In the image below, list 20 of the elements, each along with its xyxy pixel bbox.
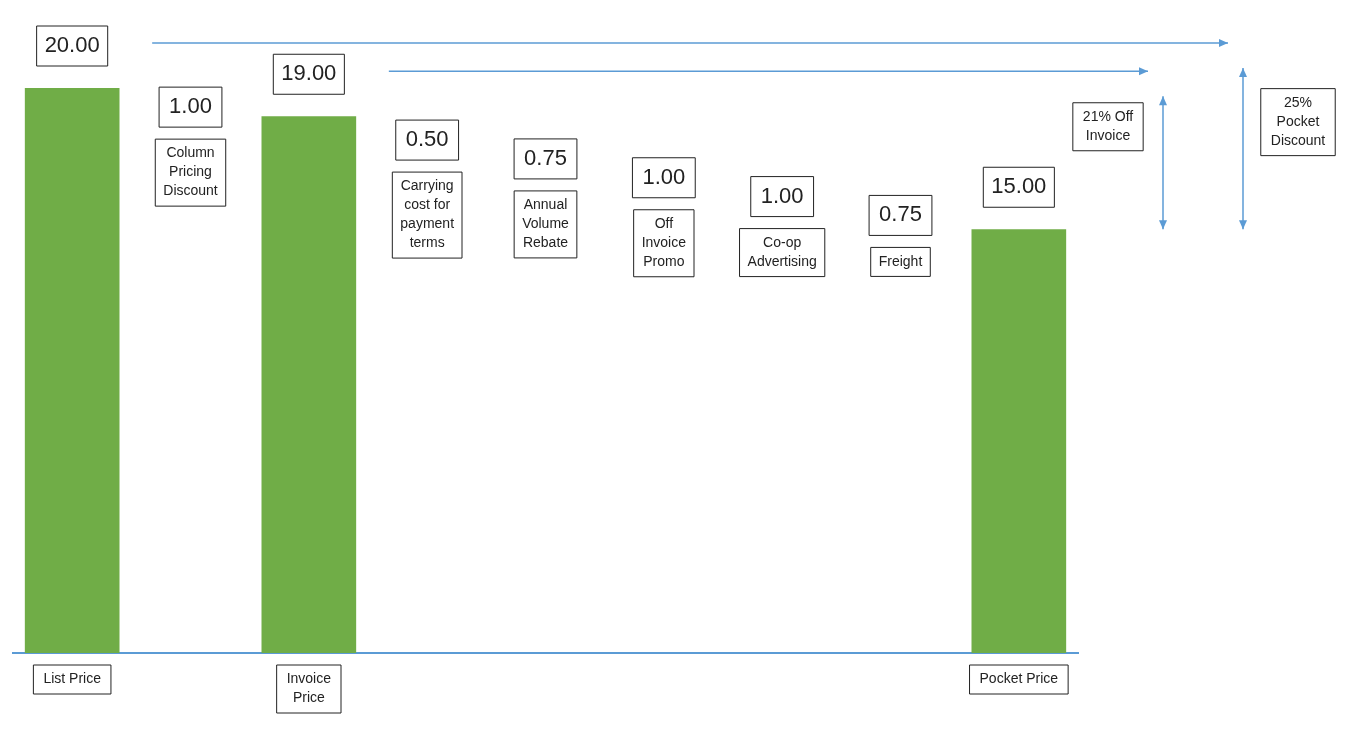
x-tick-label: Freight xyxy=(878,252,923,269)
annotation: 0.75 xyxy=(879,201,922,227)
annotation: 1.00 xyxy=(642,163,686,189)
annotation: 1.00 xyxy=(169,93,212,119)
x-tick-label: Column Pricing Discount xyxy=(163,144,218,199)
x-tick-label: Off Invoice Promo xyxy=(641,215,687,270)
text: 21% Off Invoice xyxy=(1082,108,1134,144)
x-tick-label: List Price xyxy=(43,670,102,687)
x-tick-label: Carrying cost for payment terms xyxy=(400,177,455,251)
x-tick-label: Annual Volume Rebate xyxy=(522,196,570,251)
x-tick-label: Invoice Price xyxy=(286,670,332,706)
text: 25% Pocket Discount xyxy=(1270,93,1326,148)
x-tick-label: Co-op Advertising xyxy=(747,233,817,269)
annotation: 1.00 xyxy=(760,182,804,208)
x-tick-label: Pocket Price xyxy=(979,670,1059,687)
data-label: 15.00 xyxy=(991,173,1047,199)
data-label: 20.00 xyxy=(44,32,100,58)
annotation: 0.75 xyxy=(524,144,567,170)
annotation: 0.50 xyxy=(405,126,449,152)
data-label: 19.00 xyxy=(281,60,337,86)
